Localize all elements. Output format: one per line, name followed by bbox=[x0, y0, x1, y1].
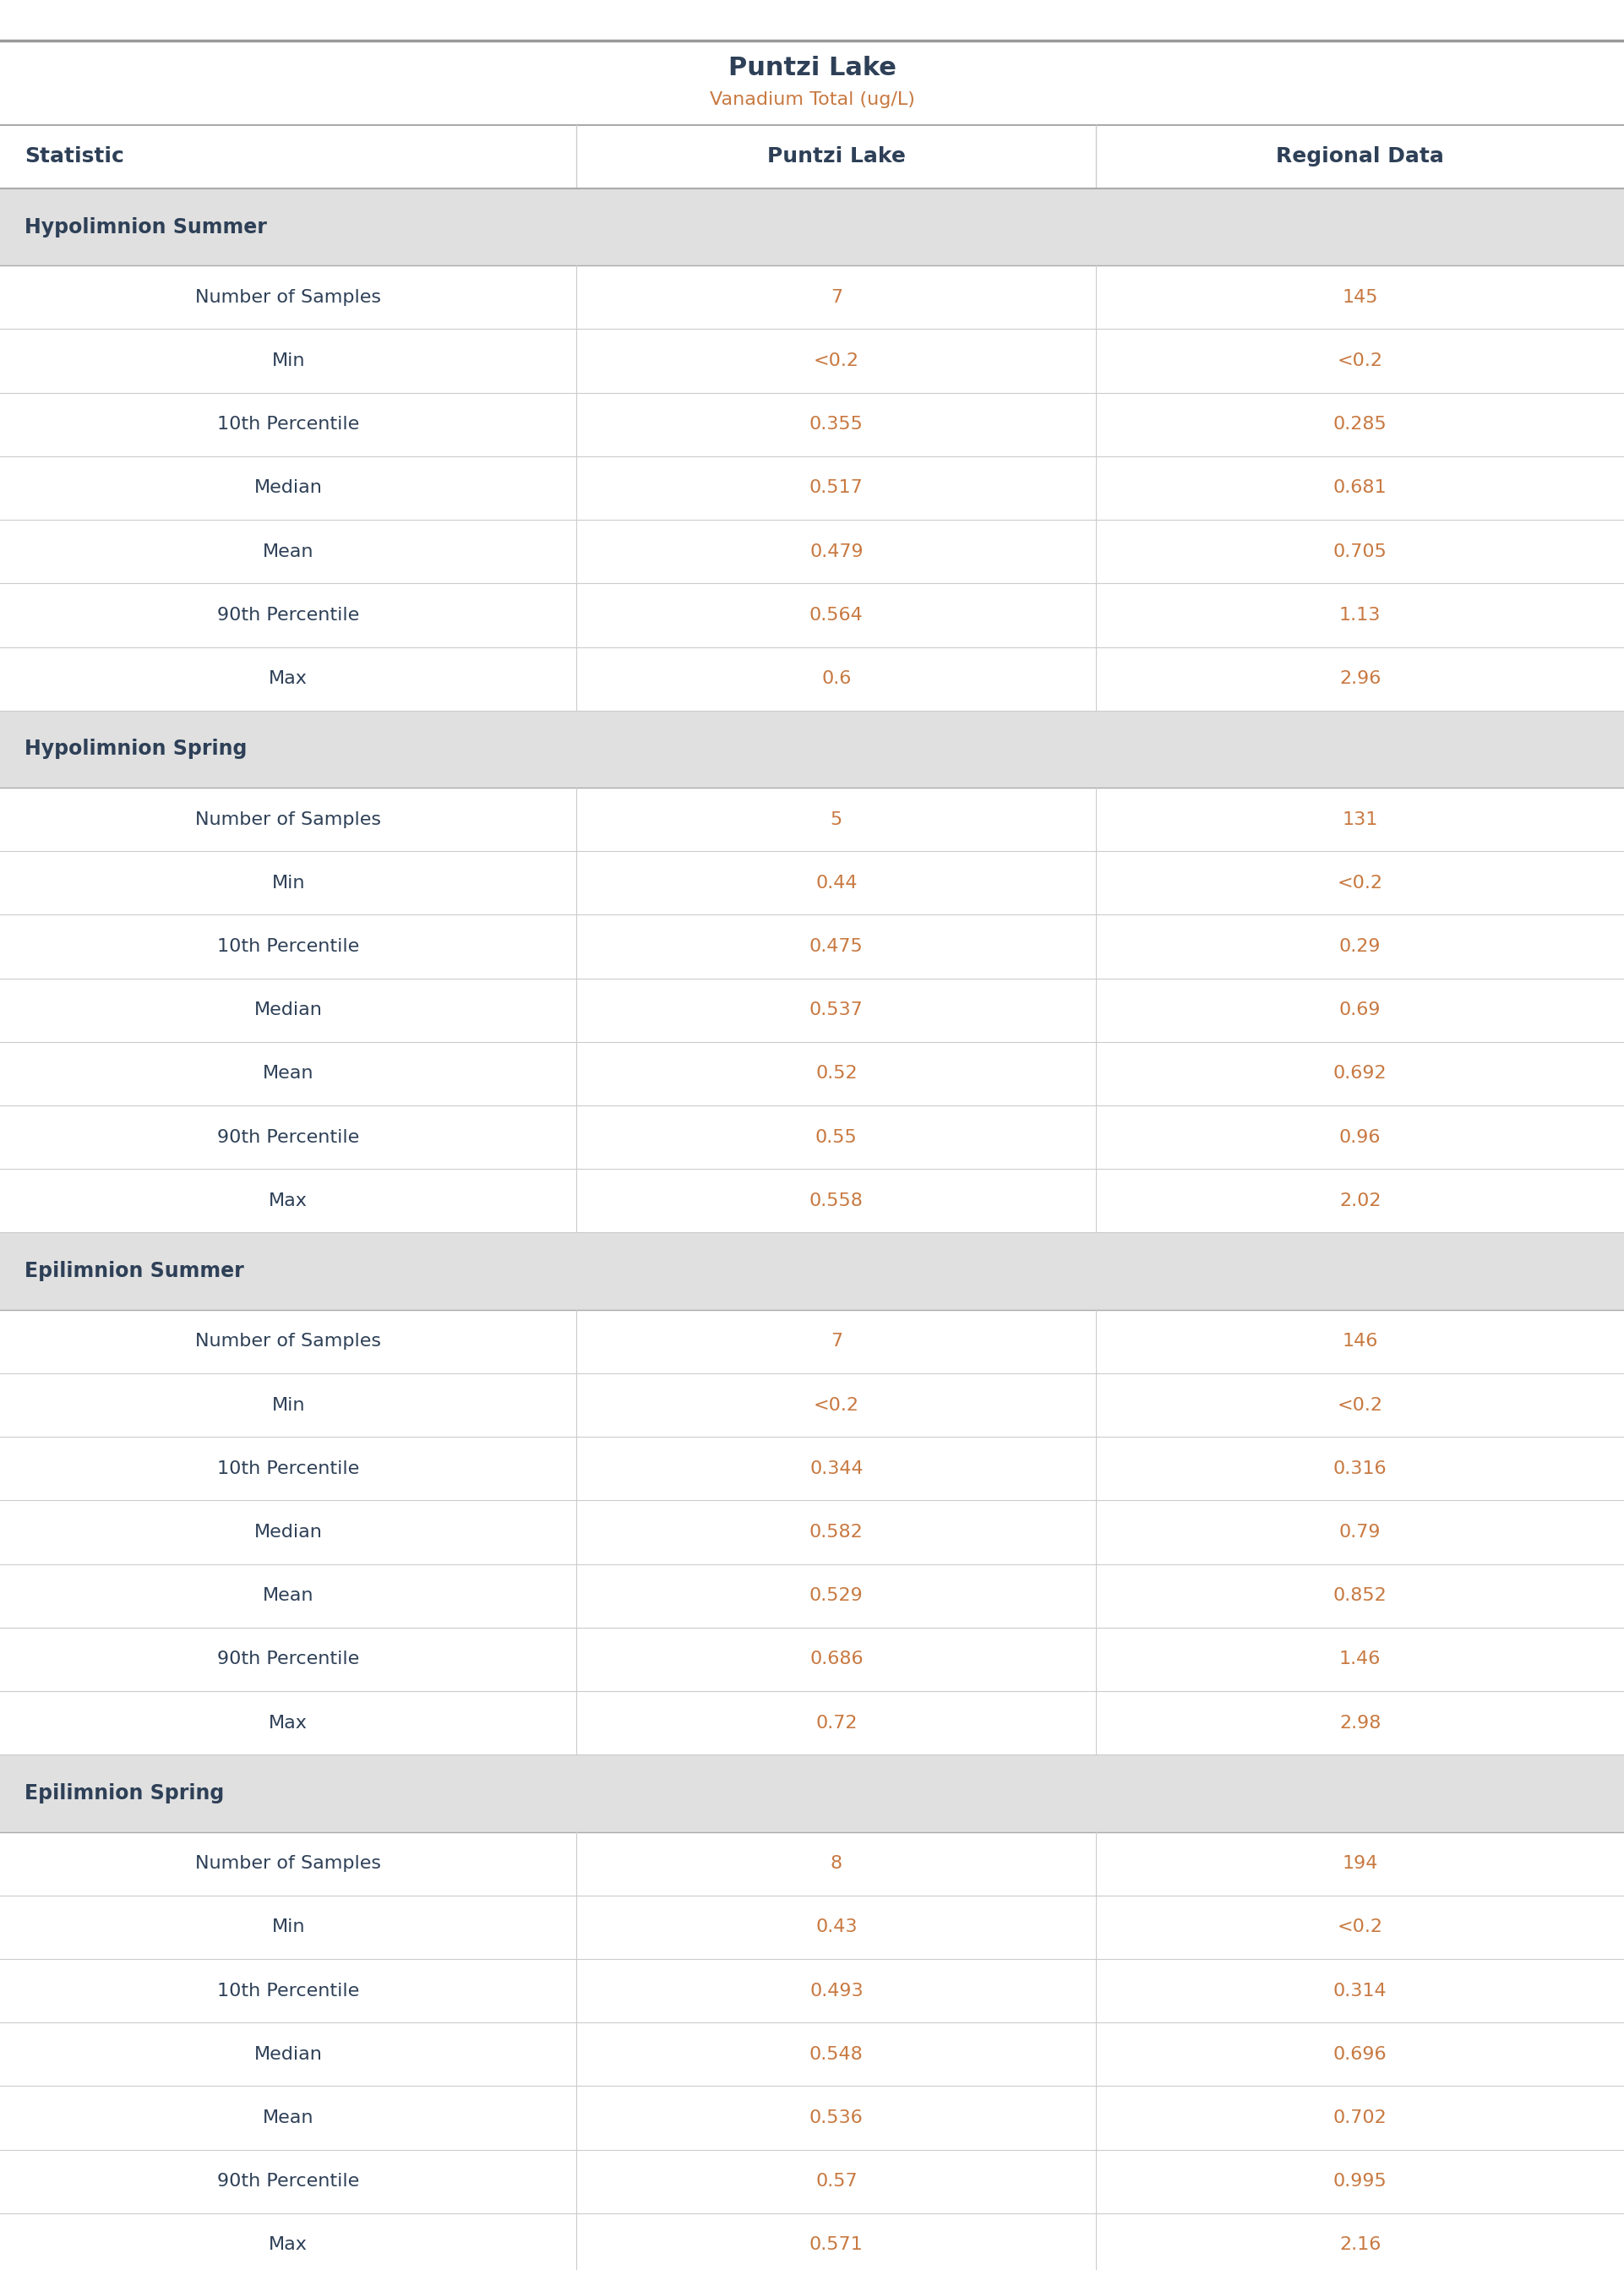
Text: Min: Min bbox=[271, 1396, 305, 1414]
Text: 0.582: 0.582 bbox=[809, 1523, 864, 1541]
Text: Puntzi Lake: Puntzi Lake bbox=[728, 57, 896, 79]
Text: 10th Percentile: 10th Percentile bbox=[218, 415, 359, 434]
Text: 0.558: 0.558 bbox=[809, 1192, 864, 1210]
Text: 0.57: 0.57 bbox=[815, 2172, 857, 2191]
Text: 1.13: 1.13 bbox=[1340, 606, 1380, 624]
Text: 0.479: 0.479 bbox=[809, 543, 864, 561]
Text: 0.52: 0.52 bbox=[815, 1065, 857, 1083]
Text: 0.571: 0.571 bbox=[809, 2236, 864, 2254]
Text: 0.314: 0.314 bbox=[1333, 1982, 1387, 2000]
Text: 0.702: 0.702 bbox=[1333, 2109, 1387, 2127]
Text: 0.44: 0.44 bbox=[815, 874, 857, 892]
Text: Max: Max bbox=[270, 1714, 307, 1732]
Text: 0.96: 0.96 bbox=[1340, 1128, 1380, 1146]
Text: Mean: Mean bbox=[263, 1587, 313, 1605]
Text: Epilimnion Spring: Epilimnion Spring bbox=[24, 1784, 224, 1802]
Text: 90th Percentile: 90th Percentile bbox=[218, 606, 359, 624]
Text: 10th Percentile: 10th Percentile bbox=[218, 1460, 359, 1478]
Text: 7: 7 bbox=[830, 1332, 843, 1351]
Text: 0.29: 0.29 bbox=[1340, 938, 1380, 956]
Text: Number of Samples: Number of Samples bbox=[195, 288, 382, 306]
Text: 2.02: 2.02 bbox=[1340, 1192, 1380, 1210]
Text: Min: Min bbox=[271, 874, 305, 892]
Text: Number of Samples: Number of Samples bbox=[195, 1332, 382, 1351]
Text: 7: 7 bbox=[830, 288, 843, 306]
Text: <0.2: <0.2 bbox=[1337, 352, 1384, 370]
Text: 0.696: 0.696 bbox=[1333, 2045, 1387, 2063]
Bar bbox=[0, 188, 1624, 266]
Text: 0.6: 0.6 bbox=[822, 670, 851, 688]
Text: 0.529: 0.529 bbox=[809, 1587, 864, 1605]
Text: 8: 8 bbox=[830, 1855, 843, 1873]
Text: 90th Percentile: 90th Percentile bbox=[218, 1650, 359, 1668]
Text: <0.2: <0.2 bbox=[1337, 874, 1384, 892]
Text: 2.98: 2.98 bbox=[1340, 1714, 1380, 1732]
Text: Number of Samples: Number of Samples bbox=[195, 1855, 382, 1873]
Text: 0.536: 0.536 bbox=[809, 2109, 864, 2127]
Text: 0.995: 0.995 bbox=[1333, 2172, 1387, 2191]
Text: 194: 194 bbox=[1341, 1855, 1379, 1873]
Text: Median: Median bbox=[253, 479, 323, 497]
Text: Median: Median bbox=[253, 2045, 323, 2063]
Text: 90th Percentile: 90th Percentile bbox=[218, 2172, 359, 2191]
Bar bbox=[0, 711, 1624, 788]
Text: Regional Data: Regional Data bbox=[1276, 148, 1444, 166]
Text: 0.316: 0.316 bbox=[1333, 1460, 1387, 1478]
Text: 145: 145 bbox=[1341, 288, 1379, 306]
Text: 2.16: 2.16 bbox=[1340, 2236, 1380, 2254]
Text: Max: Max bbox=[270, 2236, 307, 2254]
Text: <0.2: <0.2 bbox=[1337, 1918, 1384, 1936]
Text: 0.681: 0.681 bbox=[1333, 479, 1387, 497]
Text: Statistic: Statistic bbox=[24, 148, 123, 166]
Text: Hypolimnion Summer: Hypolimnion Summer bbox=[24, 218, 266, 236]
Text: Puntzi Lake: Puntzi Lake bbox=[767, 148, 906, 166]
Text: 0.72: 0.72 bbox=[815, 1714, 857, 1732]
Text: 90th Percentile: 90th Percentile bbox=[218, 1128, 359, 1146]
Text: 0.686: 0.686 bbox=[809, 1650, 864, 1668]
Text: Mean: Mean bbox=[263, 2109, 313, 2127]
Text: Mean: Mean bbox=[263, 543, 313, 561]
Text: 0.344: 0.344 bbox=[809, 1460, 864, 1478]
Text: Min: Min bbox=[271, 1918, 305, 1936]
Text: <0.2: <0.2 bbox=[814, 1396, 859, 1414]
Text: 0.852: 0.852 bbox=[1333, 1587, 1387, 1605]
Text: Min: Min bbox=[271, 352, 305, 370]
Text: Median: Median bbox=[253, 1001, 323, 1019]
Text: 0.548: 0.548 bbox=[809, 2045, 864, 2063]
Text: <0.2: <0.2 bbox=[1337, 1396, 1384, 1414]
Text: 0.55: 0.55 bbox=[815, 1128, 857, 1146]
Text: 131: 131 bbox=[1341, 810, 1379, 829]
Text: 0.79: 0.79 bbox=[1340, 1523, 1380, 1541]
Text: 2.96: 2.96 bbox=[1340, 670, 1380, 688]
Text: 0.517: 0.517 bbox=[809, 479, 864, 497]
Text: 0.692: 0.692 bbox=[1333, 1065, 1387, 1083]
Text: Epilimnion Summer: Epilimnion Summer bbox=[24, 1262, 244, 1280]
Text: Mean: Mean bbox=[263, 1065, 313, 1083]
Text: Max: Max bbox=[270, 1192, 307, 1210]
Text: 0.69: 0.69 bbox=[1340, 1001, 1380, 1019]
Text: 0.537: 0.537 bbox=[809, 1001, 864, 1019]
Text: 0.355: 0.355 bbox=[809, 415, 864, 434]
Text: Vanadium Total (ug/L): Vanadium Total (ug/L) bbox=[710, 91, 914, 109]
Text: Max: Max bbox=[270, 670, 307, 688]
Text: 0.43: 0.43 bbox=[815, 1918, 857, 1936]
Text: Median: Median bbox=[253, 1523, 323, 1541]
Text: Hypolimnion Spring: Hypolimnion Spring bbox=[24, 740, 247, 758]
Bar bbox=[0, 1233, 1624, 1310]
Text: 10th Percentile: 10th Percentile bbox=[218, 1982, 359, 2000]
Text: 146: 146 bbox=[1341, 1332, 1379, 1351]
Text: 0.493: 0.493 bbox=[809, 1982, 864, 2000]
Text: 0.705: 0.705 bbox=[1333, 543, 1387, 561]
Bar bbox=[0, 1755, 1624, 1832]
Text: 10th Percentile: 10th Percentile bbox=[218, 938, 359, 956]
Text: 0.475: 0.475 bbox=[809, 938, 864, 956]
Text: 1.46: 1.46 bbox=[1340, 1650, 1380, 1668]
Text: <0.2: <0.2 bbox=[814, 352, 859, 370]
Text: 0.564: 0.564 bbox=[809, 606, 864, 624]
Text: Number of Samples: Number of Samples bbox=[195, 810, 382, 829]
Text: 5: 5 bbox=[830, 810, 843, 829]
Text: 0.285: 0.285 bbox=[1333, 415, 1387, 434]
